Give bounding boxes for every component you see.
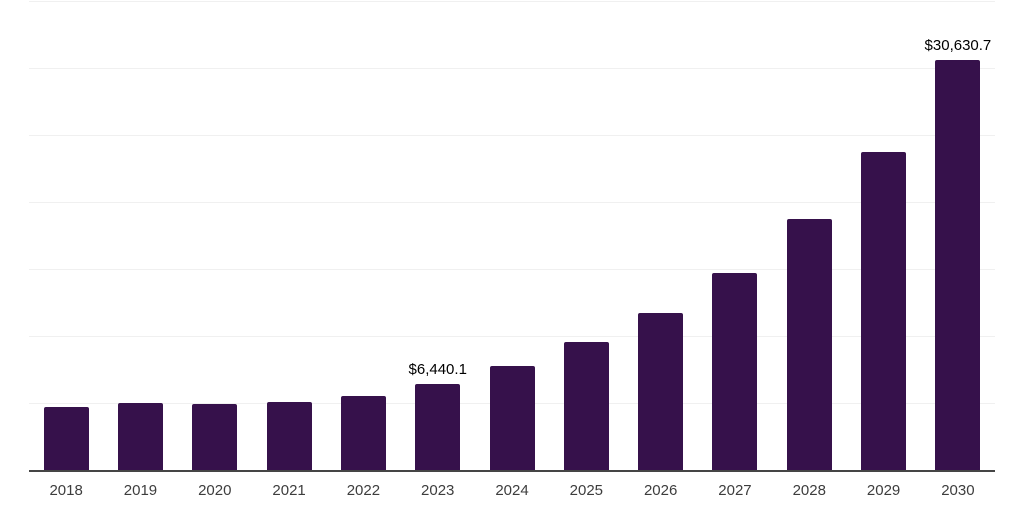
bar-slot-2029 xyxy=(846,1,920,470)
bar-slot-2025 xyxy=(549,1,623,470)
bar-slot-2018 xyxy=(29,1,103,470)
x-tick-label-2026: 2026 xyxy=(643,482,678,499)
bar-2020 xyxy=(192,403,238,470)
bar-2018 xyxy=(43,407,89,470)
x-tick-label-2022: 2022 xyxy=(346,482,381,499)
bar-2030 xyxy=(935,59,981,470)
bar-value-label-2030: $30,630.7 xyxy=(924,36,992,54)
bar-slot-2022 xyxy=(326,1,400,470)
bar-2021 xyxy=(266,401,312,470)
bar-slot-2021 xyxy=(252,1,326,470)
x-tick-label-2024: 2024 xyxy=(495,482,529,499)
x-tick-label-2028: 2028 xyxy=(792,482,826,499)
bar-slot-2019 xyxy=(103,1,177,470)
x-tick-label-2019: 2019 xyxy=(123,482,158,499)
bar-2022 xyxy=(340,396,386,470)
bar-slot-2030: $30,630.7 xyxy=(921,1,995,470)
bar-slot-2026 xyxy=(624,1,698,470)
bar-2026 xyxy=(638,312,684,470)
bar-2024 xyxy=(489,366,535,470)
bar-2027 xyxy=(712,272,758,470)
bar-slot-2024 xyxy=(475,1,549,470)
bar-2028 xyxy=(786,219,832,470)
x-tick-label-2027: 2027 xyxy=(718,482,752,499)
x-tick-label-2023: 2023 xyxy=(421,482,455,499)
x-axis-line xyxy=(29,470,995,472)
bar-slot-2027 xyxy=(698,1,772,470)
bar-slot-2020 xyxy=(178,1,252,470)
x-axis-tick-labels: 2018 2019 2020 2021 2022 2023 2024 2025 2026 2027… xyxy=(29,480,995,502)
bar-slot-2028 xyxy=(772,1,846,470)
plot-area: $6,440.1 $30,630.7 xyxy=(29,0,995,472)
bar-2023 xyxy=(415,383,461,470)
x-tick-label-2021: 2021 xyxy=(272,482,306,499)
bar-2025 xyxy=(563,342,609,470)
x-tick-label-2025: 2025 xyxy=(569,482,604,499)
x-tick-label-2030: 2030 xyxy=(941,482,975,499)
x-tick-label-2029: 2029 xyxy=(866,482,901,499)
bar-2029 xyxy=(861,151,907,470)
x-tick-label-2020: 2020 xyxy=(198,482,232,499)
bars-container: $6,440.1 $30,630.7 xyxy=(29,1,995,470)
bar-2019 xyxy=(117,403,163,470)
bar-value-label-2023: $6,440.1 xyxy=(408,360,467,378)
bar-slot-2023: $6,440.1 xyxy=(401,1,475,470)
x-tick-label-2018: 2018 xyxy=(49,482,83,499)
